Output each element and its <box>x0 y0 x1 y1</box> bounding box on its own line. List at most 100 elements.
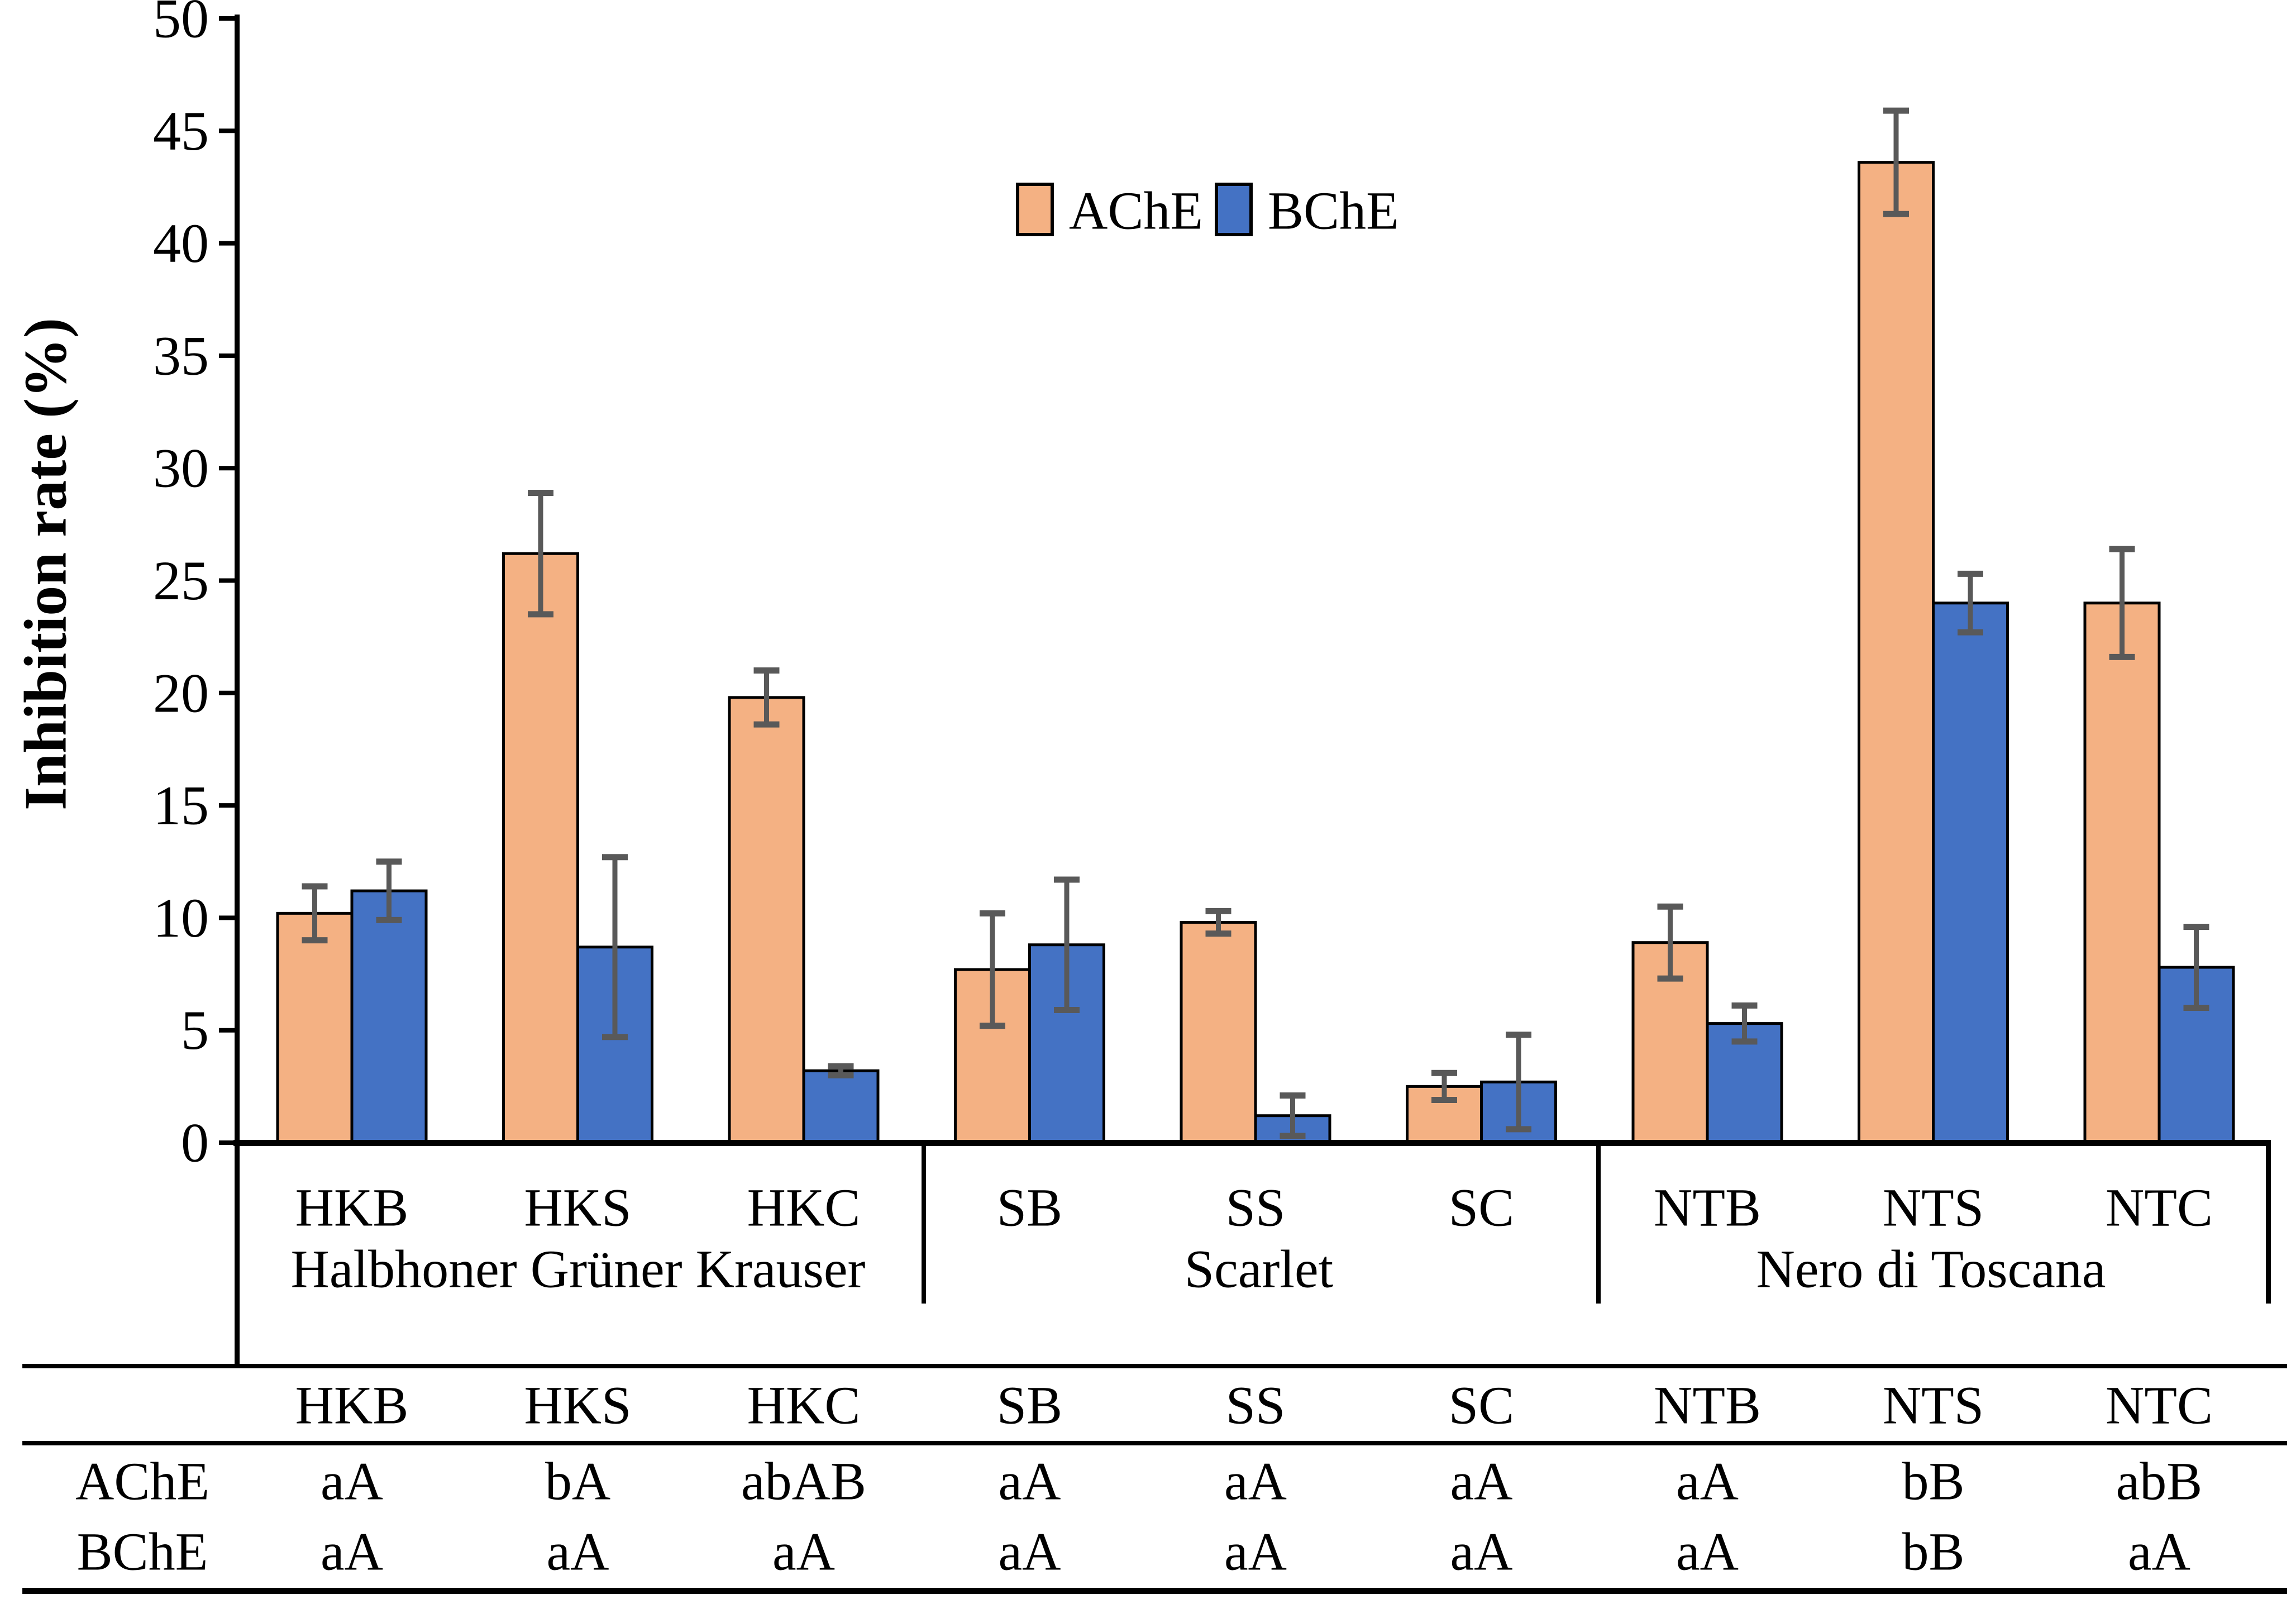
table-header-hkc: HKC <box>747 1376 861 1435</box>
x-axis-line <box>233 1140 2271 1146</box>
table-cell-bche-hkb: aA <box>321 1522 383 1582</box>
table-cell-bche-ss: aA <box>1224 1522 1287 1582</box>
y-axis-ticks: 0 5 10 15 20 25 30 35 40 45 50 <box>153 0 235 1174</box>
errorbar-ache-nts <box>1883 107 1909 217</box>
table-cell-bche-sb: aA <box>999 1522 1061 1582</box>
errorbar-ache-sb <box>980 910 1005 1029</box>
errorbar-bche-hkc <box>828 1063 854 1078</box>
errorbar-ache-hkc <box>753 667 780 728</box>
group-divider-1 <box>1596 1143 1601 1304</box>
table-header-ntb: NTB <box>1654 1376 1761 1435</box>
y-tick-label-35: 35 <box>153 324 209 386</box>
errorbar-ache-ss <box>1205 908 1231 937</box>
errorbar-bche-sc <box>1506 1032 1531 1133</box>
table-cell-ache-hkc: abAB <box>741 1452 866 1511</box>
table-header-ntc: NTC <box>2106 1376 2213 1435</box>
x-category-label-nts: NTS <box>1883 1178 1984 1238</box>
group-box-right-border <box>2266 1143 2271 1304</box>
y-axis-line <box>235 15 240 1366</box>
errorbar-ache-sc <box>1431 1070 1457 1104</box>
bar-bche-hkb <box>350 889 428 1144</box>
group-label-halbhoner-gr-ner-krauser: Halbhoner Grüner Krauser <box>291 1239 866 1299</box>
table-cell-bche-hks: aA <box>547 1522 609 1582</box>
y-tick-label-40: 40 <box>153 212 209 274</box>
y-tick-label-20: 20 <box>153 662 209 724</box>
legend-swatch-ache <box>1016 183 1054 236</box>
errorbar-bche-ntc <box>2183 924 2209 1011</box>
bar-ache-hkb <box>276 911 354 1144</box>
table-header-hkb: HKB <box>295 1376 409 1435</box>
table-header-nts: NTS <box>1883 1376 1984 1435</box>
significance-table-layer: HKB HKS HKC SB SS SC NTB NTS NTC AChE aA bA abAB aA aA… <box>22 1364 2287 1594</box>
y-tick-label-0: 0 <box>181 1112 209 1174</box>
bars-layer <box>276 161 2235 1144</box>
table-cell-bche-ntb: aA <box>1676 1522 1739 1582</box>
x-category-label-sc: SC <box>1449 1178 1514 1238</box>
legend-label-bche: BChE <box>1268 181 1399 241</box>
table-cell-ache-sb: aA <box>999 1452 1061 1511</box>
bar-ache-hkc <box>728 696 805 1144</box>
group-label-scarlet: Scarlet <box>1185 1239 1334 1299</box>
table-top-rule <box>22 1364 2287 1368</box>
table-cell-bche-hkc: aA <box>772 1522 835 1582</box>
x-category-label-hkb: HKB <box>295 1178 409 1238</box>
table-header-rule <box>22 1441 2287 1445</box>
x-category-label-ntc: NTC <box>2106 1178 2213 1238</box>
y-tick-label-15: 15 <box>153 775 209 837</box>
table-row-label-bche: BChE <box>77 1522 208 1582</box>
x-category-label-sb: SB <box>997 1178 1062 1238</box>
errorbar-bche-hks <box>602 854 628 1040</box>
bar-ache-hks <box>502 552 579 1144</box>
category-labels-layer: HKB HKS HKC SB SS SC NTB NTS NTC <box>295 1178 2213 1238</box>
table-cell-ache-hks: bA <box>545 1452 610 1511</box>
y-tick-label-25: 25 <box>153 550 209 612</box>
y-tick-label-45: 45 <box>153 100 209 162</box>
bar-ache-nts <box>1858 161 1935 1144</box>
y-tick-label-30: 30 <box>153 437 209 499</box>
errorbar-bche-ntb <box>1731 1002 1758 1045</box>
table-bottom-rule <box>22 1588 2287 1594</box>
y-axis-title: Inhibition rate (%) <box>13 318 79 810</box>
errorbar-bche-sb <box>1054 876 1080 1013</box>
errorbar-bche-ss <box>1280 1092 1306 1139</box>
table-cell-ache-nts: bB <box>1902 1452 1964 1511</box>
legend-label-ache: AChE <box>1069 181 1203 241</box>
x-category-label-hkc: HKC <box>747 1178 861 1238</box>
group-divider-0 <box>922 1143 926 1304</box>
bar-bche-nts <box>1932 602 2009 1144</box>
y-tick-label-10: 10 <box>153 887 209 949</box>
table-cell-ache-ntc: abB <box>2116 1452 2203 1511</box>
table-cell-ache-hkb: aA <box>321 1452 383 1511</box>
table-row-label-ache: AChE <box>75 1452 209 1511</box>
bar-ache-ntc <box>2083 602 2161 1144</box>
errorbar-ache-hkb <box>302 883 328 944</box>
x-category-label-hks: HKS <box>524 1178 631 1238</box>
bar-ache-ss <box>1180 920 1257 1144</box>
table-cell-bche-ntc: aA <box>2128 1522 2190 1582</box>
legend: AChE BChE <box>1016 181 1399 241</box>
errorbar-ache-ntb <box>1657 903 1683 982</box>
errorbar-ache-ntc <box>2109 546 2135 660</box>
y-tick-label-5: 5 <box>181 999 209 1061</box>
group-boxes-layer: Halbhoner Grüner Krauser Scarlet Nero di T… <box>291 1143 2271 1304</box>
errorbar-ache-hks <box>528 489 553 618</box>
table-cell-ache-ntb: aA <box>1676 1452 1739 1511</box>
table-header-sc: SC <box>1449 1376 1514 1435</box>
errorbar-bche-hkb <box>376 858 402 923</box>
table-header-hks: HKS <box>524 1376 631 1435</box>
bar-bche-hkc <box>802 1069 880 1144</box>
table-cell-bche-nts: bB <box>1902 1522 1964 1582</box>
errorbar-bche-nts <box>1958 570 1983 636</box>
y-tick-label-50: 50 <box>153 0 209 50</box>
error-bars-layer <box>302 107 2209 1139</box>
group-label-nero-di-toscana: Nero di Toscana <box>1756 1239 2106 1299</box>
axes-layer <box>233 15 2271 1366</box>
table-cell-ache-ss: aA <box>1224 1452 1287 1511</box>
x-category-label-ss: SS <box>1226 1178 1286 1238</box>
table-header-ss: SS <box>1226 1376 1286 1435</box>
table-header-sb: SB <box>997 1376 1062 1435</box>
x-category-label-ntb: NTB <box>1654 1178 1761 1238</box>
legend-swatch-bche <box>1215 183 1253 236</box>
table-cell-bche-sc: aA <box>1450 1522 1513 1582</box>
